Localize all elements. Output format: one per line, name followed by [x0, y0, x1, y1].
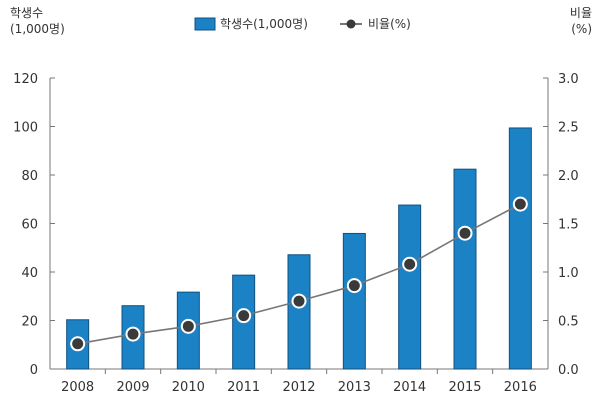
right-tick-label: 0.0: [558, 363, 579, 378]
axes: 0 20 40 60 80 100 120 0.0 0.5 1.0 1.5 2.0 2.5 3.0: [13, 72, 579, 378]
bar: [287, 254, 311, 370]
bar: [342, 232, 366, 370]
bar: [398, 204, 422, 370]
ratio-point: [346, 278, 362, 294]
ratio-point: [457, 225, 473, 241]
left-tick-label: 100: [13, 121, 38, 136]
x-tick-label: 2013: [338, 380, 371, 395]
left-axis-title: 학생수: [10, 6, 43, 20]
right-tick-label: 3.0: [558, 72, 579, 87]
ratio-point: [125, 326, 141, 342]
bar: [453, 168, 477, 370]
left-tick-label: 20: [21, 315, 38, 330]
ratio-point: [236, 308, 252, 324]
ratio-point: [70, 336, 86, 352]
left-axis-unit: (1,000명): [10, 22, 65, 36]
legend-line-marker: [346, 19, 356, 29]
x-tick-label: 2014: [393, 380, 426, 395]
ratio-point: [402, 256, 418, 272]
bar: [508, 127, 532, 370]
ratio-point: [291, 293, 307, 309]
left-tick-label: 120: [13, 72, 38, 87]
x-tick-label: 2010: [172, 380, 205, 395]
x-tick-label: 2012: [282, 380, 315, 395]
bar-series: [66, 127, 532, 370]
right-tick-label: 1.5: [558, 218, 579, 233]
left-tick-label: 80: [21, 169, 38, 184]
x-tick-label: 2008: [61, 380, 94, 395]
legend-bar-label: 학생수(1,000명): [220, 17, 308, 31]
left-tick-label: 60: [21, 218, 38, 233]
x-tick-label: 2015: [448, 380, 481, 395]
x-tick-label: 2009: [116, 380, 149, 395]
x-tick-label: 2016: [504, 380, 537, 395]
right-tick-label: 2.0: [558, 169, 579, 184]
right-axis-unit: (%): [571, 22, 592, 36]
x-axis-labels: 2008 2009 2010 2011 2012 2013 2014 2015 2016: [61, 380, 537, 395]
right-tick-label: 1.0: [558, 266, 579, 281]
x-tick-label: 2011: [227, 380, 260, 395]
legend-line-label: 비율(%): [368, 17, 411, 31]
ratio-point: [512, 196, 528, 212]
ratio-point: [180, 318, 196, 334]
left-tick-label: 0: [30, 363, 38, 378]
left-tick-label: 40: [21, 266, 38, 281]
right-tick-label: 0.5: [558, 315, 579, 330]
right-axis-title: 비율: [570, 6, 592, 20]
right-tick-label: 2.5: [558, 121, 579, 136]
line-series: [70, 196, 528, 352]
legend: 학생수(1,000명) 비율(%): [194, 17, 411, 31]
legend-bar-swatch: [194, 17, 216, 31]
